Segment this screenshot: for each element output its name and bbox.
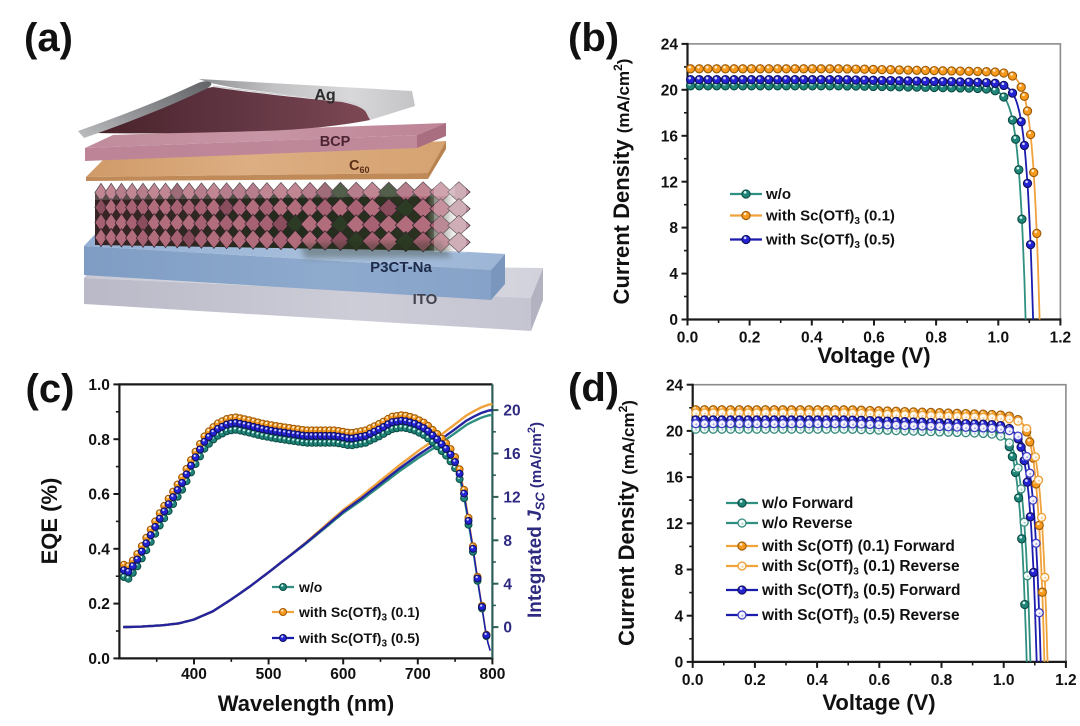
svg-text:Voltage (V): Voltage (V) — [822, 690, 935, 715]
svg-text:700: 700 — [405, 666, 431, 683]
svg-text:0.4: 0.4 — [806, 672, 828, 689]
svg-text:0.6: 0.6 — [88, 487, 110, 504]
svg-text:0.8: 0.8 — [931, 672, 953, 689]
svg-text:w/o Reverse: w/o Reverse — [761, 515, 853, 532]
svg-text:with Sc(OTf)3 (0.1) Reverse: with Sc(OTf)3 (0.1) Reverse — [761, 558, 960, 578]
svg-text:(d): (d) — [568, 366, 619, 410]
svg-text:Ag: Ag — [314, 87, 335, 104]
svg-text:0.2: 0.2 — [744, 672, 766, 689]
svg-text:4: 4 — [675, 608, 684, 625]
svg-text:0: 0 — [503, 620, 512, 637]
svg-text:1.0: 1.0 — [988, 330, 1010, 347]
svg-text:Current Density (mA/cm2): Current Density (mA/cm2) — [609, 59, 634, 305]
svg-text:P3CT-Na: P3CT-Na — [370, 259, 432, 276]
svg-text:20: 20 — [661, 82, 678, 99]
svg-text:w/o: w/o — [765, 186, 791, 203]
svg-text:Voltage (V): Voltage (V) — [817, 343, 930, 368]
svg-text:20: 20 — [666, 424, 683, 441]
svg-text:12: 12 — [666, 516, 683, 533]
svg-text:(a): (a) — [24, 16, 73, 60]
svg-text:16: 16 — [661, 128, 679, 145]
svg-text:with Sc(OTf)3 (0.5): with Sc(OTf)3 (0.5) — [765, 232, 895, 252]
svg-text:0.0: 0.0 — [88, 651, 110, 668]
svg-text:0.2: 0.2 — [88, 596, 110, 613]
svg-text:0.2: 0.2 — [739, 330, 761, 347]
svg-text:(c): (c) — [26, 367, 75, 411]
svg-text:800: 800 — [479, 666, 505, 683]
svg-text:1.0: 1.0 — [993, 672, 1015, 689]
svg-text:0.6: 0.6 — [869, 672, 891, 689]
svg-text:1.2: 1.2 — [1050, 330, 1072, 347]
svg-text:ITO: ITO — [413, 291, 438, 308]
svg-text:0: 0 — [675, 655, 684, 672]
svg-text:4: 4 — [503, 576, 512, 593]
svg-text:600: 600 — [330, 666, 356, 683]
svg-text:0.0: 0.0 — [677, 330, 699, 347]
svg-text:(b): (b) — [568, 16, 619, 60]
svg-text:16: 16 — [666, 470, 684, 487]
svg-text:with Sc(OTf)3 (0.5): with Sc(OTf)3 (0.5) — [298, 630, 420, 650]
svg-text:Integrated JSC (mA/cm2): Integrated JSC (mA/cm2) — [525, 422, 548, 618]
svg-text:0.8: 0.8 — [88, 432, 110, 449]
svg-text:BCP: BCP — [320, 134, 351, 150]
svg-text:0.0: 0.0 — [682, 672, 704, 689]
svg-text:w/o: w/o — [298, 579, 322, 595]
svg-text:w/o Forward: w/o Forward — [761, 495, 853, 512]
svg-text:16: 16 — [503, 446, 521, 463]
svg-text:0.4: 0.4 — [88, 541, 110, 558]
svg-text:1.0: 1.0 — [88, 377, 110, 394]
svg-text:1.2: 1.2 — [1055, 672, 1077, 689]
svg-text:with Sc(OTf) (0.1) Forward: with Sc(OTf) (0.1) Forward — [761, 538, 955, 555]
svg-text:8: 8 — [669, 220, 678, 237]
svg-text:with Sc(OTf)3 (0.1): with Sc(OTf)3 (0.1) — [765, 208, 895, 228]
svg-text:Current Density (mA/cm2): Current Density (mA/cm2) — [614, 400, 639, 646]
svg-text:0.6: 0.6 — [863, 330, 885, 347]
svg-text:with Sc(OTf)3 (0.5) Forward: with Sc(OTf)3 (0.5) Forward — [761, 582, 960, 602]
svg-text:8: 8 — [503, 533, 512, 550]
svg-text:0: 0 — [669, 312, 678, 329]
svg-text:Wavelength (nm): Wavelength (nm) — [218, 691, 394, 716]
svg-text:0.8: 0.8 — [925, 330, 947, 347]
svg-text:24: 24 — [666, 377, 684, 394]
svg-text:400: 400 — [181, 666, 207, 683]
svg-text:12: 12 — [503, 490, 520, 507]
svg-text:4: 4 — [669, 266, 678, 283]
svg-text:0.4: 0.4 — [801, 330, 823, 347]
svg-text:8: 8 — [675, 562, 684, 579]
svg-text:EQE (%): EQE (%) — [37, 478, 62, 565]
svg-text:20: 20 — [503, 403, 520, 420]
svg-text:with Sc(OTf)3 (0.5) Reverse: with Sc(OTf)3 (0.5) Reverse — [761, 607, 960, 627]
svg-text:with Sc(OTf)3 (0.1): with Sc(OTf)3 (0.1) — [298, 604, 420, 624]
svg-text:12: 12 — [661, 174, 678, 191]
svg-text:500: 500 — [256, 666, 282, 683]
svg-text:24: 24 — [661, 37, 679, 54]
